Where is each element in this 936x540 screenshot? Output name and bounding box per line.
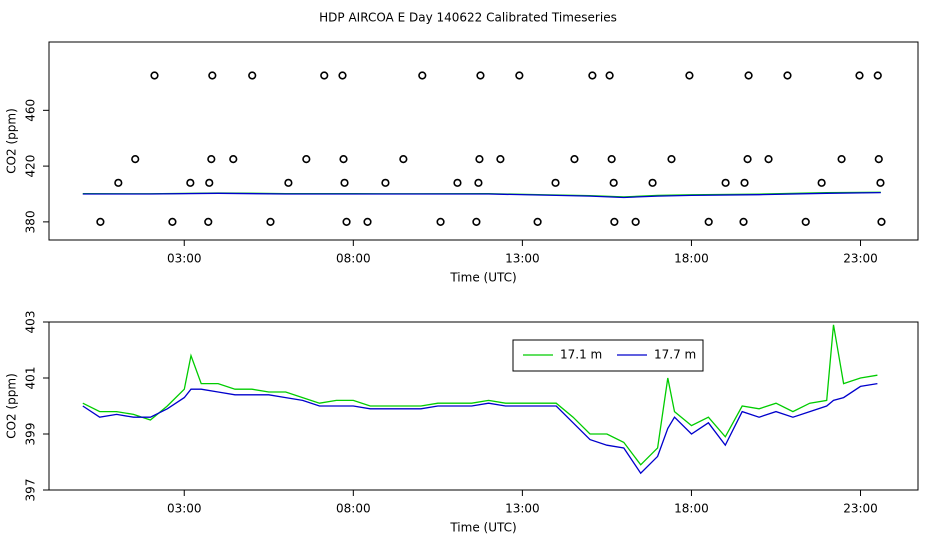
data-point xyxy=(496,155,505,164)
x-tick-label: 08:00 xyxy=(336,502,371,516)
data-point xyxy=(740,178,749,187)
data-point xyxy=(667,155,676,164)
x-tick-label: 03:00 xyxy=(167,252,202,266)
data-point xyxy=(739,217,748,226)
x-axis-title: Time (UTC) xyxy=(449,521,516,535)
data-point xyxy=(631,217,640,226)
x-tick-label: 18:00 xyxy=(674,252,709,266)
data-point xyxy=(515,71,524,80)
data-point xyxy=(114,178,123,187)
data-point xyxy=(363,217,372,226)
data-line xyxy=(82,324,878,466)
data-point xyxy=(588,71,597,80)
data-point xyxy=(150,71,159,80)
data-point xyxy=(339,155,348,164)
data-point xyxy=(764,155,773,164)
data-point xyxy=(399,155,408,164)
data-point xyxy=(783,71,792,80)
data-point xyxy=(874,155,883,164)
data-point xyxy=(302,155,311,164)
data-point xyxy=(168,217,177,226)
data-point xyxy=(340,178,349,187)
data-line xyxy=(82,191,881,199)
data-line xyxy=(82,382,878,475)
data-point xyxy=(436,217,445,226)
data-point xyxy=(204,217,213,226)
data-point xyxy=(877,217,886,226)
data-point xyxy=(472,217,481,226)
data-point xyxy=(607,155,616,164)
data-point xyxy=(96,217,105,226)
data-point xyxy=(186,178,195,187)
x-tick-label: 13:00 xyxy=(505,502,540,516)
y-axis-title: CO2 (ppm) xyxy=(5,373,19,439)
data-point xyxy=(876,178,885,187)
data-point xyxy=(475,155,484,164)
legend-label: 17.1 m xyxy=(560,348,602,362)
y-tick-label: 420 xyxy=(24,155,38,178)
data-point xyxy=(284,178,293,187)
data-point xyxy=(837,155,846,164)
data-point xyxy=(342,217,351,226)
data-point xyxy=(610,217,619,226)
y-tick-label: 401 xyxy=(24,367,38,390)
data-point xyxy=(208,71,217,80)
data-point xyxy=(704,217,713,226)
y-axis-title: CO2 (ppm) xyxy=(5,108,19,174)
data-point xyxy=(381,178,390,187)
data-point xyxy=(474,178,483,187)
x-tick-label: 23:00 xyxy=(843,252,878,266)
plot-frame xyxy=(48,41,919,241)
data-point xyxy=(533,217,542,226)
chart-title: HDP AIRCOA E Day 140622 Calibrated Times… xyxy=(319,11,617,25)
x-axis-title: Time (UTC) xyxy=(449,271,516,285)
data-point xyxy=(266,217,275,226)
data-point xyxy=(570,155,579,164)
legend-label: 17.7 m xyxy=(654,348,696,362)
data-point xyxy=(248,71,257,80)
data-point xyxy=(229,155,238,164)
data-point xyxy=(131,155,140,164)
data-point xyxy=(801,217,810,226)
data-point xyxy=(207,155,216,164)
data-point xyxy=(605,71,614,80)
data-point xyxy=(551,178,560,187)
data-point xyxy=(338,71,347,80)
data-point xyxy=(320,71,329,80)
y-tick-label: 380 xyxy=(24,210,38,233)
data-point xyxy=(721,178,730,187)
data-point xyxy=(744,71,753,80)
plot-frame xyxy=(48,321,919,491)
y-tick-label: 399 xyxy=(24,423,38,446)
y-tick-label: 397 xyxy=(24,479,38,502)
x-tick-label: 18:00 xyxy=(674,502,709,516)
data-point xyxy=(453,178,462,187)
data-point xyxy=(648,178,657,187)
x-tick-label: 08:00 xyxy=(336,252,371,266)
data-point xyxy=(205,178,214,187)
data-point xyxy=(855,71,864,80)
x-tick-label: 13:00 xyxy=(505,252,540,266)
data-point xyxy=(418,71,427,80)
data-point xyxy=(609,178,618,187)
x-tick-label: 23:00 xyxy=(843,502,878,516)
data-point xyxy=(743,155,752,164)
x-tick-label: 03:00 xyxy=(167,502,202,516)
data-point xyxy=(817,178,826,187)
data-point xyxy=(873,71,882,80)
data-point xyxy=(685,71,694,80)
y-tick-label: 403 xyxy=(24,311,38,334)
y-tick-label: 460 xyxy=(24,99,38,122)
data-point xyxy=(476,71,485,80)
